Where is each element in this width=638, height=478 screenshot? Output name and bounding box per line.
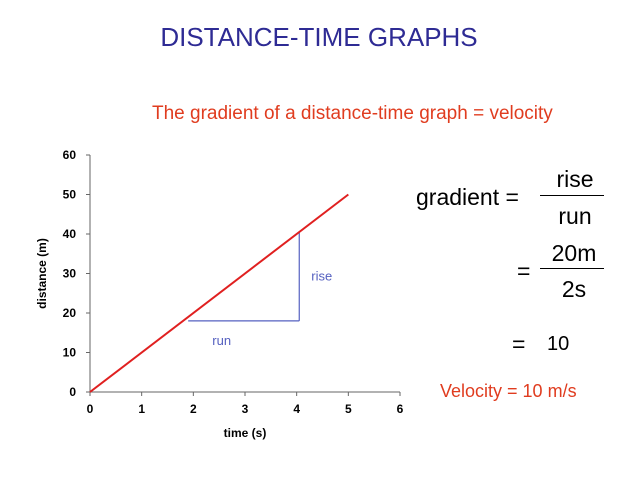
x-tick-label: 0: [87, 402, 94, 416]
fraction1-bar: [540, 195, 604, 196]
fraction2-bar: [540, 268, 604, 269]
y-tick-label: 0: [69, 385, 76, 399]
run-label: run: [212, 333, 231, 348]
y-tick-label: 20: [63, 306, 77, 320]
y-tick-label: 60: [63, 148, 77, 162]
y-tick-label: 30: [63, 267, 77, 281]
fraction1-numerator: rise: [556, 166, 594, 192]
fraction1-denominator: run: [558, 203, 592, 229]
equals-sign-1: =: [517, 258, 531, 284]
slide-subtitle: The gradient of a distance-time graph = …: [152, 103, 553, 124]
rise-label: rise: [311, 268, 332, 283]
x-tick-label: 6: [397, 402, 404, 416]
chart-ticks: 0 10 20 30 40 50 60 0 1 2 3 4 5 6: [63, 148, 404, 416]
equals-sign-2: =: [512, 331, 526, 357]
chart-series: [89, 193, 349, 393]
x-axis-label: time (s): [224, 426, 267, 440]
y-tick-label: 50: [63, 188, 77, 202]
x-tick-label: 1: [138, 402, 145, 416]
gradient-label: gradient =: [416, 184, 519, 210]
velocity-conclusion: Velocity = 10 m/s: [440, 381, 577, 401]
result-value: 10: [547, 333, 570, 355]
y-axis-label: distance (m): [35, 238, 49, 309]
page-title: DISTANCE-TIME GRAPHS: [160, 22, 478, 52]
x-tick-label: 3: [242, 402, 249, 416]
x-tick-label: 4: [293, 402, 300, 416]
x-tick-label: 2: [190, 402, 197, 416]
y-tick-label: 40: [63, 227, 77, 241]
fraction2-denominator: 2s: [561, 276, 587, 302]
x-tick-label: 5: [345, 402, 352, 416]
series-line: [89, 193, 349, 393]
y-tick-label: 10: [63, 346, 77, 360]
chart-annotations: [188, 232, 300, 322]
fraction2-numerator: 20m: [551, 240, 597, 266]
